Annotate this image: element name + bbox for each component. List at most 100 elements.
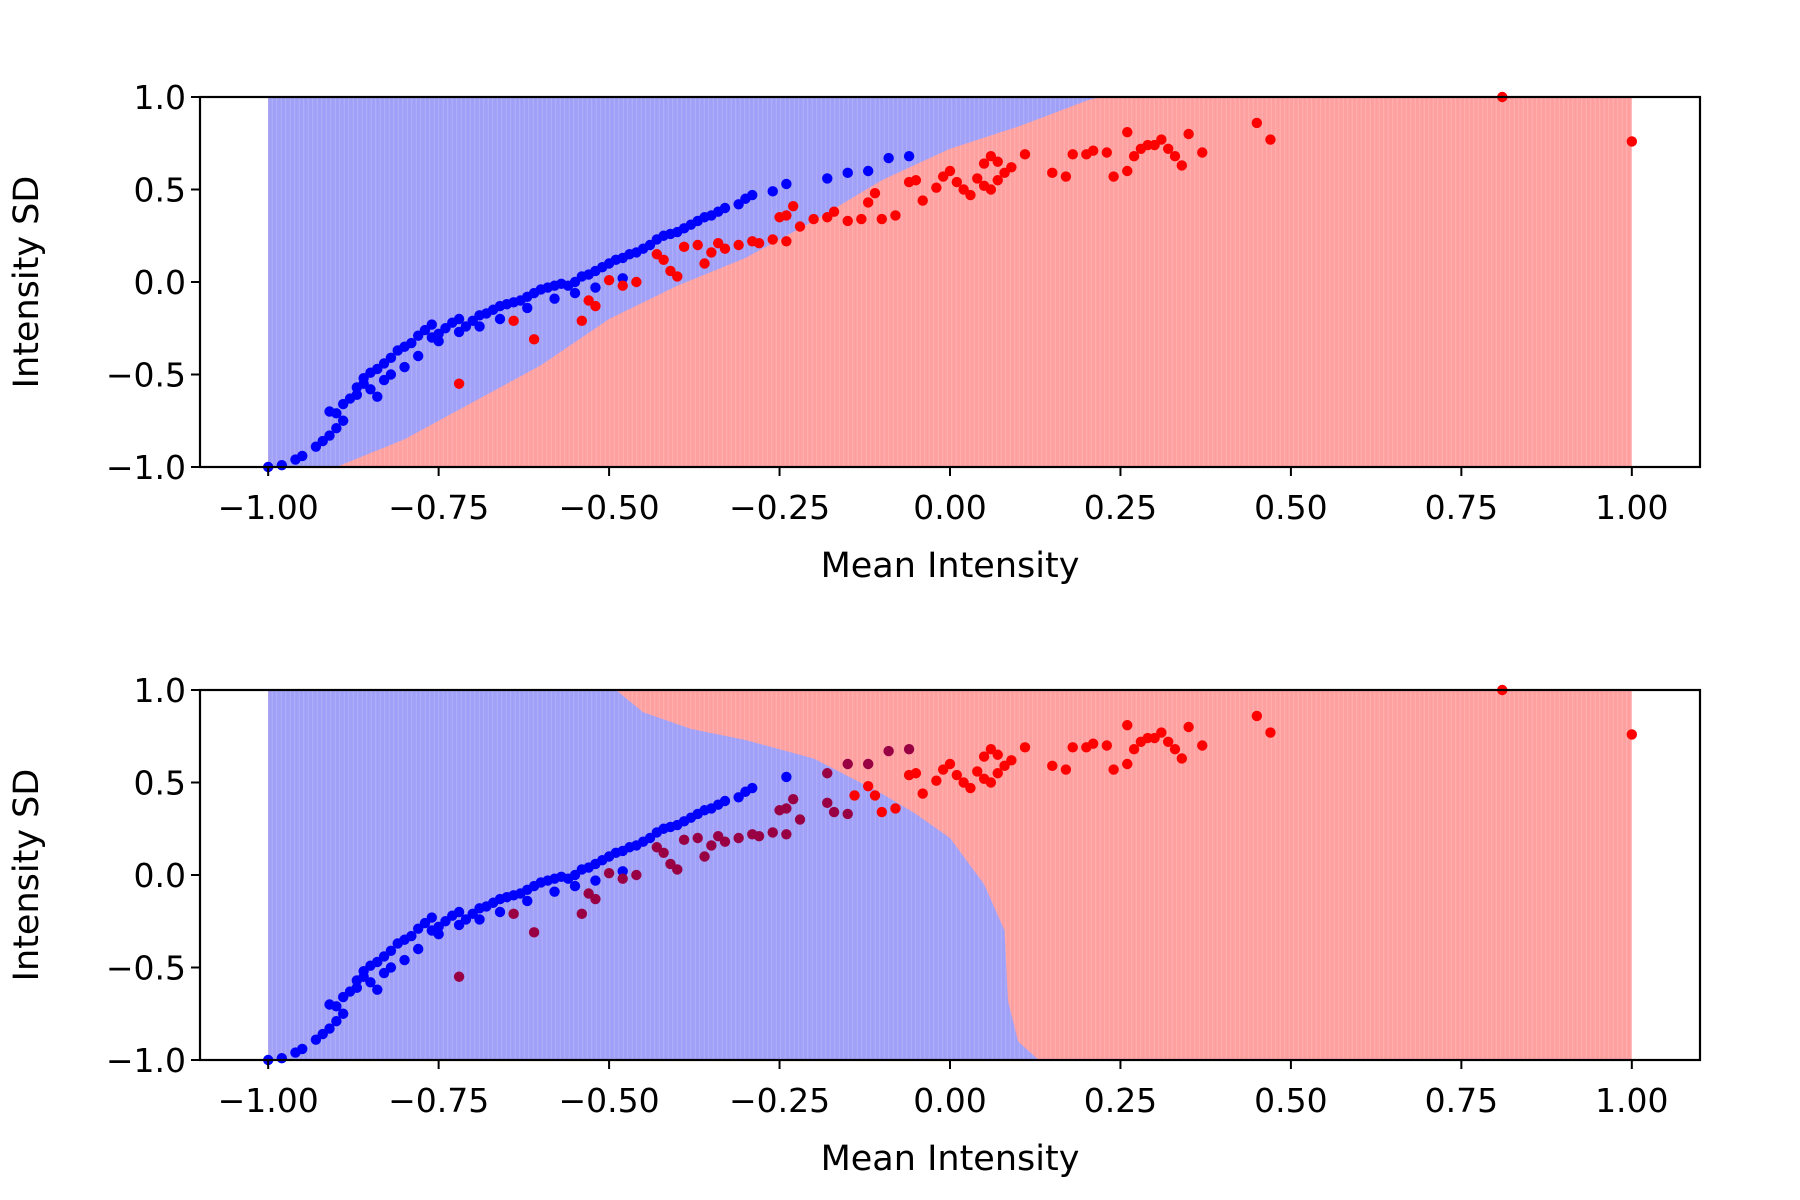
top-scatter-points (262, 91, 1638, 473)
bottom-series-1-point (781, 829, 792, 840)
top-series-0-point (385, 369, 397, 380)
bottom-subplot: −1.00 −0.75 −0.50 −0.25 0.00 0.25 0.50 0… (7, 671, 1702, 1179)
bottom-series-0-point (617, 866, 628, 877)
top-series-0-point (324, 430, 335, 441)
top-x-tick-label: −1.00 (218, 488, 319, 527)
top-series-1-point (1183, 128, 1194, 140)
top-series-1-point (787, 200, 799, 212)
bottom-series-0-point (433, 929, 444, 940)
top-series-0-point (569, 287, 581, 299)
bottom-series-0-point (412, 943, 424, 955)
top-decision-regions (268, 97, 1632, 467)
bottom-series-1-point (719, 836, 731, 847)
bottom-series-0-point (337, 1008, 349, 1019)
top-series-1-point (978, 158, 990, 169)
bottom-x-tick-label: 0.75 (1425, 1081, 1498, 1120)
top-series-1-point (1060, 171, 1072, 182)
top-series-0-point (862, 165, 874, 177)
bottom-series-1-point (794, 814, 806, 825)
top-series-1-point (1265, 134, 1276, 145)
top-region-blue (268, 97, 1100, 467)
bottom-series-2-point (965, 782, 976, 794)
top-series-1-point (692, 239, 703, 251)
bottom-series-2-point (1101, 740, 1113, 751)
bottom-series-2-point (1060, 764, 1072, 775)
bottom-series-2-point (1019, 742, 1031, 753)
bottom-series-2-point (1006, 755, 1017, 766)
top-series-1-point (842, 215, 853, 227)
top-series-1-point (1626, 136, 1638, 147)
bottom-series-0-point (276, 1052, 288, 1064)
top-series-1-point (808, 213, 819, 225)
top-series-1-point (876, 213, 888, 225)
bottom-series-1-point (617, 873, 628, 884)
top-series-1-point (672, 271, 683, 282)
top-series-0-point (297, 450, 308, 462)
bottom-series-1-point (787, 793, 799, 805)
bottom-series-2-point (849, 790, 860, 801)
top-series-1-point (965, 189, 976, 201)
bottom-series-2-point (951, 769, 963, 781)
bottom-series-2-point (972, 766, 983, 777)
bottom-series-1-point (699, 851, 710, 862)
bottom-series-1-point (576, 908, 588, 920)
top-series-0-point (385, 352, 397, 364)
bottom-series-2-point (1183, 721, 1194, 733)
bottom-series-0-point (372, 984, 383, 995)
bottom-series-0-point (385, 945, 397, 957)
bottom-series-0-point (781, 771, 792, 783)
bottom-series-0-point (549, 886, 560, 897)
top-series-1-point (1006, 162, 1017, 173)
top-x-tick-label: 1.00 (1595, 488, 1668, 527)
top-series-0-point (453, 326, 465, 338)
top-y-tick-label: −1.0 (106, 448, 186, 487)
top-x-tick-label: 0.00 (913, 488, 986, 527)
top-series-1-point (1197, 147, 1208, 158)
top-series-1-point (890, 210, 901, 221)
bottom-x-tick-label: −0.50 (559, 1081, 660, 1120)
top-series-1-point (972, 173, 983, 184)
bottom-series-1-point (767, 827, 778, 838)
bottom-series-2-point (1128, 744, 1140, 755)
bottom-series-0-point (569, 880, 581, 892)
bottom-series-1-point (603, 867, 615, 879)
bottom-series-2-point (1162, 736, 1174, 747)
top-series-1-point (781, 236, 792, 247)
bottom-series-2-point (1156, 727, 1167, 738)
bottom-region-blue (268, 690, 1039, 1060)
top-series-1-point (1128, 151, 1140, 162)
top-series-0-point (747, 189, 758, 201)
bottom-series-1-point (733, 832, 744, 844)
top-series-0-point (412, 350, 424, 362)
top-series-0-point (351, 389, 363, 401)
top-series-1-point (1108, 171, 1119, 182)
bottom-x-tick-label: −1.00 (218, 1081, 319, 1120)
top-x-axis-label: Mean Intensity (821, 546, 1080, 586)
bottom-series-2-point (944, 758, 956, 770)
top-x-ticks: −1.00 −0.75 −0.50 −0.25 0.00 0.25 0.50 0… (218, 467, 1669, 527)
top-y-axis-label: Intensity SD (7, 176, 47, 389)
top-series-1-point (706, 247, 717, 258)
top-y-tick-label: −0.5 (106, 356, 186, 395)
top-series-0-point (903, 151, 915, 162)
bottom-x-tick-label: 0.50 (1254, 1081, 1327, 1120)
bottom-plot-area (262, 684, 1638, 1066)
bottom-series-0-point (297, 1043, 308, 1055)
top-series-1-point (603, 274, 615, 286)
bottom-series-0-point (590, 875, 601, 886)
top-series-1-point (508, 315, 519, 327)
bottom-series-1-point (658, 847, 669, 858)
top-series-1-point (590, 300, 601, 312)
top-series-0-point (522, 302, 533, 314)
top-series-1-point (1122, 126, 1133, 138)
bottom-decision-regions (268, 690, 1632, 1060)
bottom-y-axis-label: Intensity SD (7, 769, 47, 982)
top-series-1-point (767, 234, 778, 245)
top-series-1-point (931, 182, 942, 193)
top-series-0-point (331, 408, 342, 419)
bottom-series-0-point (453, 906, 465, 918)
bottom-series-0-point (399, 954, 410, 966)
bottom-x-tick-label: −0.25 (729, 1081, 830, 1120)
bottom-series-2-point (1122, 719, 1133, 731)
bottom-series-1-point (903, 744, 915, 755)
